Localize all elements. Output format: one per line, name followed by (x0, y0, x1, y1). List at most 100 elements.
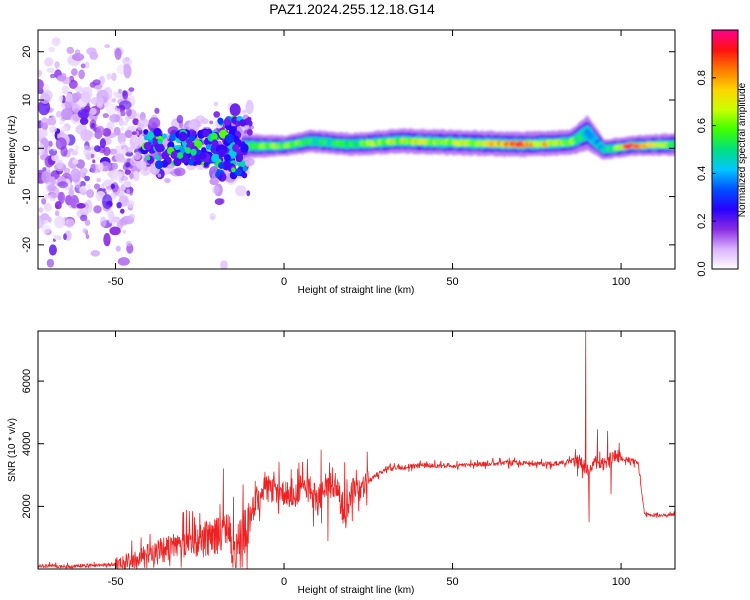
noise-blob (109, 113, 120, 123)
noise-blob (48, 244, 57, 256)
noise-blob (43, 202, 53, 212)
transition-blob (178, 131, 188, 142)
spectrogram-x-tick-label: 0 (281, 276, 287, 288)
noise-blob (60, 126, 68, 132)
transition-blob (218, 162, 225, 169)
noise-blob (122, 229, 127, 234)
noise-blob (212, 185, 220, 194)
noise-blob (65, 195, 73, 206)
noise-blob (83, 135, 89, 141)
noise-blob (66, 46, 75, 55)
noise-blob (125, 108, 132, 117)
noise-blob (38, 69, 43, 77)
transition-blob (162, 133, 167, 139)
transition-blob (188, 159, 194, 166)
transition-blob (246, 129, 253, 136)
noise-blob (90, 145, 94, 151)
transition-blob (203, 161, 209, 168)
spectrogram-x-tick-label: 100 (612, 276, 630, 288)
noise-blob (86, 189, 95, 198)
colorbar-gradient (712, 30, 738, 269)
noise-blob (131, 131, 137, 136)
noise-blob (120, 208, 125, 214)
noise-blob (113, 126, 121, 136)
noise-blob (71, 150, 79, 156)
noise-blob (51, 37, 61, 47)
noise-blob (41, 224, 51, 234)
spectrogram-transition-blobs (140, 115, 253, 182)
noise-blob (102, 194, 113, 210)
noise-blob (111, 98, 117, 103)
noise-blob (61, 85, 70, 94)
noise-blob (78, 69, 85, 80)
transition-blob (199, 151, 207, 160)
spectrogram-y-tick-label: 10 (21, 94, 33, 106)
colorbar-label: Normalized spectral amplitude (737, 82, 748, 217)
transition-blob (224, 154, 231, 162)
noise-blob (122, 186, 126, 191)
noise-blob (120, 110, 126, 117)
noise-blob (48, 140, 53, 147)
colorbar-tick-label: 0.0 (696, 261, 708, 276)
noise-blob (135, 130, 140, 136)
noise-blob (154, 107, 160, 114)
noise-blob (108, 148, 118, 155)
transition-blob (232, 143, 240, 152)
noise-blob (134, 138, 140, 147)
noise-blob (72, 158, 79, 165)
noise-blob (102, 113, 110, 119)
noise-blob (164, 178, 171, 184)
noise-blob (53, 234, 59, 240)
transition-blob (242, 166, 248, 172)
noise-blob (89, 81, 96, 88)
noise-blob (90, 250, 101, 257)
snr-y-tick-label: 2000 (21, 494, 33, 518)
noise-blob (106, 121, 115, 130)
transition-blob (225, 133, 235, 144)
snr-x-axis-label: Height of straight line (km) (298, 585, 415, 596)
noise-blob (39, 93, 51, 105)
noise-blob (54, 61, 60, 69)
spectrogram-x-axis-label: Height of straight line (km) (298, 285, 415, 296)
noise-blob (104, 44, 111, 49)
noise-blob (109, 226, 121, 236)
noise-blob (124, 129, 133, 139)
transition-blob (229, 127, 236, 136)
transition-blob (176, 152, 184, 159)
noise-blob (94, 183, 101, 190)
noise-blob (126, 200, 135, 209)
noise-blob (111, 170, 123, 181)
noise-blob (70, 99, 75, 105)
snr-y-axis-label: SNR (10 * v/v) (7, 418, 18, 482)
transition-blob (146, 131, 155, 140)
noise-blob (116, 202, 122, 209)
noise-blob (135, 160, 147, 170)
noise-blob (245, 161, 250, 167)
noise-blob (174, 167, 186, 177)
noise-blob (125, 240, 132, 247)
noise-blob (55, 159, 64, 170)
noise-blob (38, 207, 44, 213)
noise-blob (72, 53, 85, 62)
noise-blob (38, 144, 43, 155)
colorbar-tick-label: 0.6 (696, 118, 708, 133)
snr-x-tick-label: -50 (108, 576, 124, 588)
noise-blob (124, 169, 132, 175)
transition-blob (201, 147, 207, 153)
transition-blob (217, 117, 224, 125)
noise-blob (121, 145, 125, 150)
noise-blob (55, 110, 62, 118)
noise-blob (128, 87, 135, 92)
noise-blob (103, 232, 111, 247)
noise-blob (110, 183, 116, 189)
noise-blob (219, 198, 225, 204)
spectrogram-x-tick-label: 50 (446, 276, 458, 288)
transition-blob (222, 160, 231, 171)
transition-blob (223, 118, 231, 126)
noise-blob (46, 67, 55, 73)
noise-blob (70, 168, 81, 183)
noise-blob (79, 180, 86, 188)
noise-blob (176, 114, 184, 124)
noise-blob (46, 117, 57, 126)
transition-blob (171, 151, 178, 159)
